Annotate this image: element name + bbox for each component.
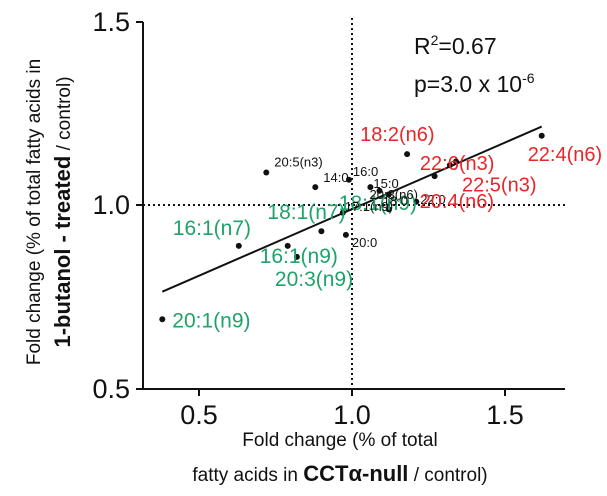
data-point-label: 22:0 (420, 192, 445, 207)
data-point-label: 17:1(n9) (345, 199, 393, 214)
data-point-label: 20:1(n9) (172, 309, 250, 332)
data-point-label: 15:0 (373, 176, 398, 191)
data-point (339, 209, 346, 216)
data-point-label: 16:0 (353, 164, 378, 179)
y-tick-label: 1.0 (92, 190, 130, 220)
x-axis-title: Fold change (% of total fatty acids in C… (192, 430, 487, 486)
data-point-label: 20:3(n6) (370, 187, 418, 202)
data-point-labels: 20:1(n9) 16:1(n7) 18:1(n7) 16:1(n9) 18:1(n9)… (172, 124, 602, 332)
data-point (413, 198, 420, 205)
y-axis-title-line1: Fold change (% of total fatty acids in (24, 59, 45, 365)
data-point-label: 18:1(n7) (267, 201, 345, 224)
y-axis-title: Fold change (% of total fatty acids in 1… (24, 59, 75, 365)
data-point (431, 173, 438, 180)
data-point (293, 253, 300, 260)
data-point-label: 20:3(n9) (275, 268, 353, 291)
data-point (385, 206, 392, 213)
data-point-label: 16:1(n9) (260, 245, 338, 268)
x-axis-title-line2: fatty acids in CCTα-null / control) (192, 461, 487, 486)
data-point (345, 176, 352, 183)
data-point (263, 169, 270, 176)
r-squared-annotation: R2=0.67 (414, 32, 497, 59)
p-value-annotation: p=3.0 x 10-6 (414, 70, 535, 97)
data-point (453, 158, 459, 165)
data-point (446, 162, 453, 169)
x-axis-title-line1: Fold change (% of total (242, 430, 437, 451)
data-point (235, 242, 242, 249)
data-point-label: 20:4(n6) (420, 191, 495, 213)
data-point (404, 151, 411, 158)
data-point (367, 184, 374, 191)
data-point (318, 228, 325, 235)
x-tick-label: 0.5 (180, 400, 218, 430)
data-points (159, 132, 545, 323)
data-point-label: 16:1(n7) (173, 217, 251, 240)
data-point-label: 18:1(n9) (339, 192, 417, 215)
data-point (376, 187, 383, 194)
regression-line (161, 125, 543, 293)
x-tick-label: 1.0 (333, 400, 371, 430)
data-point (342, 231, 349, 238)
data-point-label: 22:4(n6) (528, 144, 603, 166)
data-point-label: 20:5(n3) (274, 155, 322, 170)
data-point (312, 184, 319, 191)
y-axis-title-line2: 1-butanol - treated / control) (50, 76, 75, 347)
data-point-label: 18:0 (383, 194, 408, 209)
data-point (538, 132, 545, 139)
data-point-label: 22:5(n3) (462, 175, 537, 197)
y-tick-label: 1.5 (92, 7, 130, 37)
x-tick-label: 1.5 (486, 400, 524, 430)
data-point-label: 20:0 (352, 235, 377, 250)
data-point (284, 242, 291, 249)
y-tick-label: 0.5 (92, 374, 130, 404)
data-point (159, 316, 166, 323)
data-point-label: 18:2(n6) (360, 124, 435, 146)
data-point (385, 191, 392, 198)
data-point-label: 14:0 (323, 170, 348, 185)
data-point-label: 22:6(n3) (420, 153, 495, 175)
